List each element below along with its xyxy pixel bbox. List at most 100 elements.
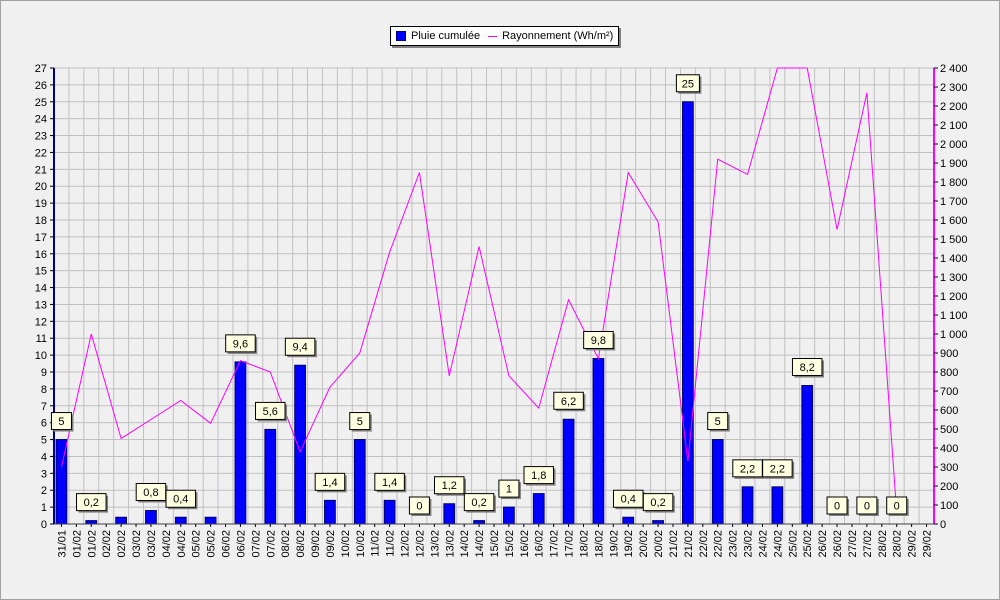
y-right-tick-label: 2 100 bbox=[940, 120, 968, 132]
data-label-box bbox=[886, 496, 908, 515]
plot-area bbox=[54, 68, 934, 524]
legend-label-rain: Pluie cumulée bbox=[411, 30, 481, 42]
rain-bar bbox=[532, 493, 545, 525]
x-tick-label: 11/02 bbox=[370, 530, 382, 557]
x-tick-label: 08/02 bbox=[280, 530, 292, 558]
rain-bar bbox=[801, 385, 814, 525]
x-tick-label: 03/02 bbox=[131, 530, 143, 558]
x-tick-label: 21/02 bbox=[668, 530, 680, 558]
y-right-tick-label: 2 200 bbox=[940, 101, 968, 113]
data-label: 0,2 bbox=[471, 497, 486, 509]
x-tick-label: 18/02 bbox=[593, 530, 605, 558]
rain-bar bbox=[145, 509, 157, 525]
x-tick-label: 03/02 bbox=[146, 530, 158, 558]
x-tick-label: 29/02 bbox=[922, 530, 934, 558]
y-left-tick-label: 4 bbox=[41, 451, 47, 463]
y-right-tick-label: 2 400 bbox=[940, 63, 968, 75]
rain-bar bbox=[115, 516, 127, 525]
y-right-tick-label: 2 300 bbox=[940, 82, 968, 94]
data-label-box bbox=[349, 412, 371, 431]
x-tick-label: 14/02 bbox=[474, 530, 486, 558]
data-label: 25 bbox=[682, 78, 694, 90]
data-label: 5 bbox=[715, 416, 721, 428]
data-label: 9,6 bbox=[233, 338, 248, 350]
y-left-tick-label: 26 bbox=[35, 80, 47, 92]
rain-bar bbox=[264, 428, 277, 525]
x-tick-label: 02/02 bbox=[101, 530, 113, 558]
data-label: 0,2 bbox=[84, 497, 99, 509]
y-left-tick-label: 3 bbox=[41, 468, 47, 480]
y-right-tick-label: 1 500 bbox=[940, 234, 968, 246]
x-tick-label: 20/02 bbox=[638, 530, 650, 558]
data-label: 0,8 bbox=[143, 487, 158, 499]
y-left-tick-label: 27 bbox=[35, 63, 47, 75]
y-right-tick-label: 900 bbox=[940, 348, 958, 360]
x-tick-label: 25/02 bbox=[787, 530, 799, 558]
rain-bar bbox=[652, 520, 664, 525]
y-left-tick-label: 18 bbox=[35, 215, 47, 227]
x-tick-label: 26/02 bbox=[832, 530, 844, 558]
data-label: 9,8 bbox=[591, 335, 606, 347]
data-label-box bbox=[374, 472, 405, 491]
data-label-box bbox=[314, 472, 346, 491]
x-tick-label: 14/02 bbox=[459, 530, 471, 558]
x-tick-label: 24/02 bbox=[772, 530, 784, 558]
legend-swatch-radiation bbox=[488, 35, 498, 37]
y-left-tick-label: 6 bbox=[41, 418, 47, 430]
x-tick-label: 16/02 bbox=[534, 530, 546, 558]
y-left-tick-label: 9 bbox=[41, 367, 47, 379]
legend: Pluie cumulée Rayonnement (Wh/m²) bbox=[390, 26, 620, 46]
rain-bar bbox=[174, 516, 187, 525]
legend-item-rain: Pluie cumulée bbox=[396, 30, 480, 42]
x-tick-label: 12/02 bbox=[400, 530, 412, 558]
data-label-box bbox=[498, 479, 520, 498]
y-left-tick-label: 5 bbox=[41, 435, 47, 447]
data-label: 1,4 bbox=[322, 477, 337, 489]
y-right-tick-label: 1 700 bbox=[940, 196, 968, 208]
y-left-tick-label: 21 bbox=[35, 164, 47, 176]
data-label: 5,6 bbox=[263, 406, 278, 418]
y-left-tick-label: 22 bbox=[35, 147, 47, 159]
data-label: 8,2 bbox=[800, 362, 815, 374]
data-label-box bbox=[165, 489, 197, 508]
legend-swatch-rain bbox=[396, 31, 406, 41]
y-left-tick-label: 14 bbox=[35, 283, 47, 295]
data-label-box bbox=[856, 496, 878, 515]
rain-bar bbox=[383, 499, 396, 525]
x-tick-label: 04/02 bbox=[161, 530, 173, 558]
legend-label-radiation: Rayonnement (Wh/m²) bbox=[502, 30, 614, 42]
y-left-tick-label: 12 bbox=[35, 316, 47, 328]
x-tick-label: 01/02 bbox=[86, 530, 98, 558]
y-left-tick-label: 16 bbox=[35, 249, 47, 261]
x-tick-label: 04/02 bbox=[176, 530, 188, 558]
y-left-tick-label: 23 bbox=[35, 131, 47, 143]
x-tick-label: 29/02 bbox=[907, 530, 919, 558]
x-tick-label: 09/02 bbox=[310, 530, 322, 558]
x-tick-label: 28/02 bbox=[877, 530, 889, 558]
x-tick-label: 13/02 bbox=[444, 530, 456, 558]
rain-bar bbox=[353, 439, 366, 525]
rain-bar bbox=[324, 499, 336, 525]
y-right-tick-label: 600 bbox=[940, 405, 958, 417]
y-right-tick-label: 1 800 bbox=[940, 177, 968, 189]
x-tick-label: 01/02 bbox=[71, 530, 83, 558]
data-label-box bbox=[463, 493, 495, 512]
x-tick-label: 25/02 bbox=[802, 530, 814, 558]
y-right-tick-label: 1 100 bbox=[940, 310, 968, 322]
data-label-box bbox=[434, 476, 465, 495]
data-label-box bbox=[76, 493, 107, 512]
data-label: 1 bbox=[506, 484, 512, 496]
x-tick-label: 24/02 bbox=[757, 530, 769, 558]
rain-bar bbox=[771, 486, 784, 525]
y-right-tick-label: 1 400 bbox=[940, 253, 968, 265]
y-right-tick-label: 700 bbox=[940, 386, 958, 398]
data-label: 5 bbox=[58, 416, 64, 428]
x-tick-label: 26/02 bbox=[817, 530, 829, 558]
y-right-tick-label: 0 bbox=[940, 519, 946, 531]
x-tick-label: 07/02 bbox=[265, 530, 277, 558]
data-label-box bbox=[707, 412, 729, 431]
data-label: 0 bbox=[416, 501, 422, 513]
x-tick-label: 13/02 bbox=[429, 530, 441, 558]
data-label-box bbox=[553, 391, 584, 410]
data-labels: 5 0,2 0,8 0,4 9,6 5,6 9,4 1,4 5 1,4 0 1,2 0,2 1 1,8 6,2… bbox=[50, 74, 909, 516]
